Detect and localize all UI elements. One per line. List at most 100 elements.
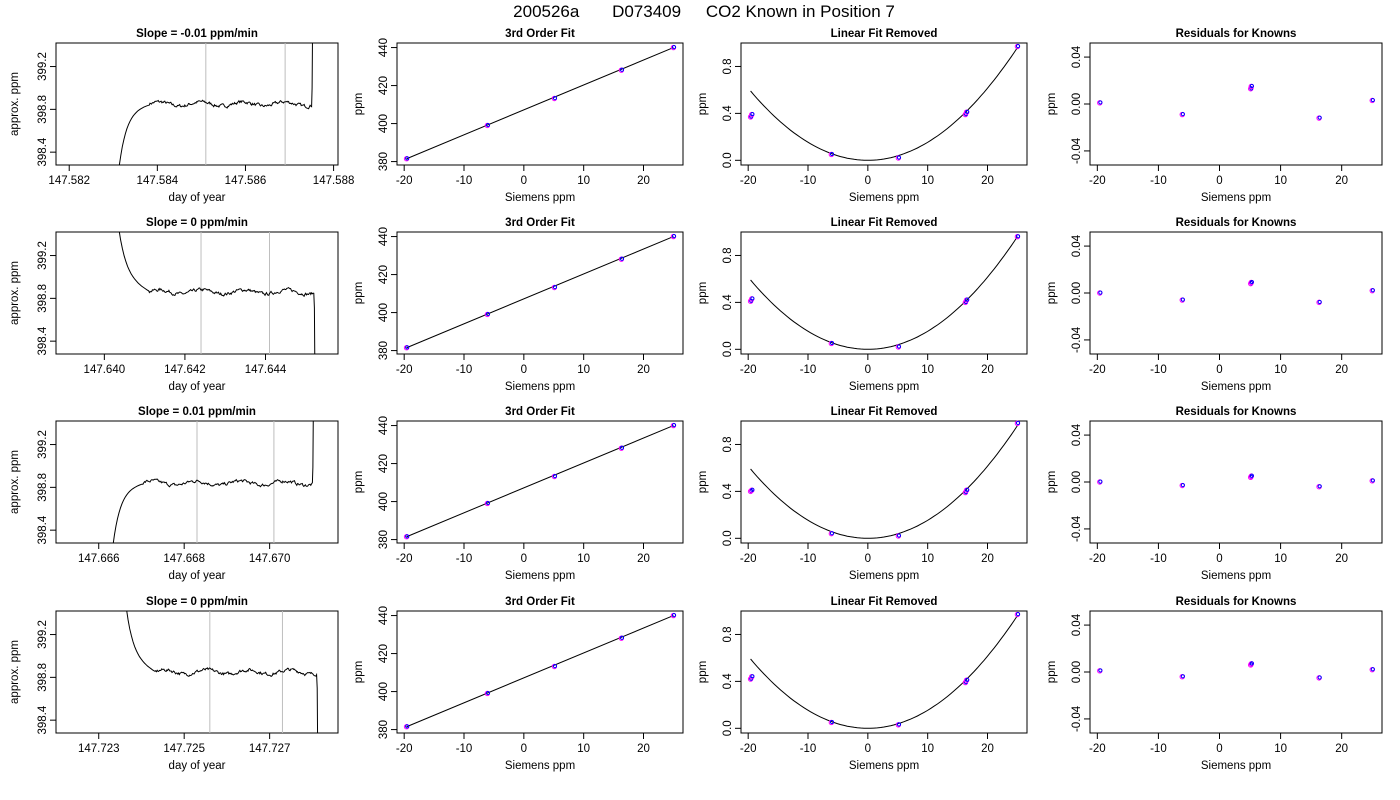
- x-tick-label: 0: [1216, 743, 1222, 755]
- x-tick-label: 10: [921, 364, 934, 376]
- figure-title: 200526a D073409 CO2 Known in Position 7: [513, 2, 895, 21]
- y-tick-label: 0.0: [722, 530, 734, 546]
- x-tick-label: -10: [456, 743, 473, 755]
- x-tick-label: -20: [396, 175, 413, 187]
- x-tick-label: -10: [800, 175, 817, 187]
- data-point: [1015, 44, 1021, 49]
- y-tick-label: -0.04: [1071, 705, 1083, 732]
- data-point: [965, 297, 970, 302]
- x-tick-label: -10: [800, 553, 817, 565]
- data-point: [1015, 612, 1021, 617]
- plot-area: [750, 236, 1018, 350]
- y-tick-label: 0.8: [722, 626, 734, 642]
- x-tick-label: 0: [521, 743, 527, 755]
- data-point: [750, 112, 755, 117]
- x-tick-label: -10: [800, 364, 817, 376]
- data-point: [1249, 279, 1254, 285]
- y-axis-label: ppm: [353, 471, 365, 493]
- data-point: [405, 724, 410, 729]
- x-tick-label: -20: [1089, 364, 1106, 376]
- y-axis-label: approx. ppm: [9, 640, 21, 704]
- x-tick-label: 0: [865, 743, 871, 755]
- panel-title: Slope = 0.01 ppm/min: [138, 406, 256, 418]
- concentration-trace: [126, 611, 319, 733]
- y-tick-label: 440: [378, 416, 390, 435]
- plot-area: [750, 615, 1018, 729]
- y-tick-label: 399.2: [37, 430, 49, 459]
- y-tick-label: 0.8: [722, 58, 734, 74]
- figure-title-tank: D073409: [612, 2, 681, 21]
- plot-area: [406, 236, 674, 349]
- x-axis-label: Siemens ppm: [1201, 381, 1271, 393]
- x-tick-label: -10: [1150, 743, 1167, 755]
- data-point: [896, 155, 902, 160]
- x-tick-label: -20: [740, 553, 757, 565]
- resid-panel: Residuals for Knowns -20 -10 0 10 20 -0.04 0.00…: [1046, 28, 1383, 204]
- y-tick-label: 440: [378, 38, 390, 57]
- x-tick-label: -10: [456, 175, 473, 187]
- y-tick-label: 0.0: [722, 152, 734, 168]
- figure-title-desc: CO2 Known in Position 7: [706, 2, 895, 21]
- plot-frame: [55, 231, 339, 355]
- x-tick-label: 10: [1274, 175, 1287, 187]
- fit-line: [406, 47, 674, 160]
- x-tick-label: 10: [577, 553, 590, 565]
- fit-panel: 3rd Order Fit -20 -10 0 10 20 380 400 420 440 Siem…: [353, 596, 684, 772]
- panel-title: Residuals for Knowns: [1176, 217, 1297, 229]
- y-tick-label: 420: [378, 76, 390, 95]
- linrem-panel: Linear Fit Removed -20 -10 0 10 20 0.0 0.4 0.8 Si…: [697, 28, 1028, 204]
- plot-frame: [740, 42, 1028, 166]
- x-axis-label: day of year: [169, 760, 226, 772]
- plot-frame: [740, 231, 1028, 355]
- data-point: [750, 487, 755, 492]
- x-axis-label: day of year: [169, 192, 226, 204]
- data-point: [896, 344, 902, 349]
- plot-frame: [55, 42, 339, 166]
- fit-line: [406, 236, 674, 349]
- data-point: [485, 690, 491, 696]
- x-tick-label: -20: [1089, 553, 1106, 565]
- data-point: [1015, 420, 1021, 426]
- data-point: [1098, 668, 1103, 673]
- data-point: [829, 719, 835, 725]
- x-tick-label: 20: [637, 364, 650, 376]
- data-point: [405, 156, 410, 161]
- x-tick-label: 10: [577, 175, 590, 187]
- panel-title: 3rd Order Fit: [505, 406, 575, 418]
- fit-panel: 3rd Order Fit -20 -10 0 10 20 380 400 420 440 Siem…: [353, 217, 684, 393]
- data-point: [829, 531, 835, 536]
- y-tick-label: 400: [378, 492, 390, 511]
- x-tick-label: 147.668: [163, 553, 205, 565]
- x-tick-label: -10: [1150, 364, 1167, 376]
- plot-frame: [1089, 610, 1383, 734]
- y-tick-label: 0.04: [1071, 423, 1083, 446]
- x-tick-label: 20: [981, 743, 994, 755]
- plot-frame: [55, 610, 339, 734]
- x-tick-label: 147.723: [78, 743, 120, 755]
- x-tick-label: 0: [1216, 364, 1222, 376]
- y-tick-label: 0.04: [1071, 234, 1083, 257]
- concentration-trace: [118, 43, 313, 165]
- figure-title-date: 200526a: [513, 2, 580, 21]
- y-tick-label: 0.4: [722, 294, 734, 311]
- data-point: [1317, 484, 1322, 489]
- panel-title: Linear Fit Removed: [831, 28, 938, 40]
- plot-area: [112, 421, 314, 543]
- y-tick-label: 398.4: [37, 705, 49, 734]
- slope-panel: Slope = -0.01 ppm/min 147.582 147.584 147.5…: [9, 28, 355, 204]
- x-tick-label: -10: [1150, 553, 1167, 565]
- panel-row-4: Slope = 0 ppm/min 147.723 147.725 147.727 39…: [9, 596, 1383, 772]
- data-point: [1249, 661, 1254, 666]
- y-tick-label: 0.04: [1071, 613, 1083, 636]
- concentration-trace: [112, 421, 314, 543]
- data-point: [1317, 299, 1322, 305]
- x-tick-label: -10: [1150, 175, 1167, 187]
- x-tick-label: 147.588: [313, 175, 355, 187]
- plot-area: [406, 47, 674, 160]
- plot-frame: [1089, 42, 1383, 166]
- x-tick-label: 10: [921, 553, 934, 565]
- data-point: [965, 677, 970, 682]
- data-point: [1180, 674, 1185, 679]
- fit-line: [406, 615, 674, 728]
